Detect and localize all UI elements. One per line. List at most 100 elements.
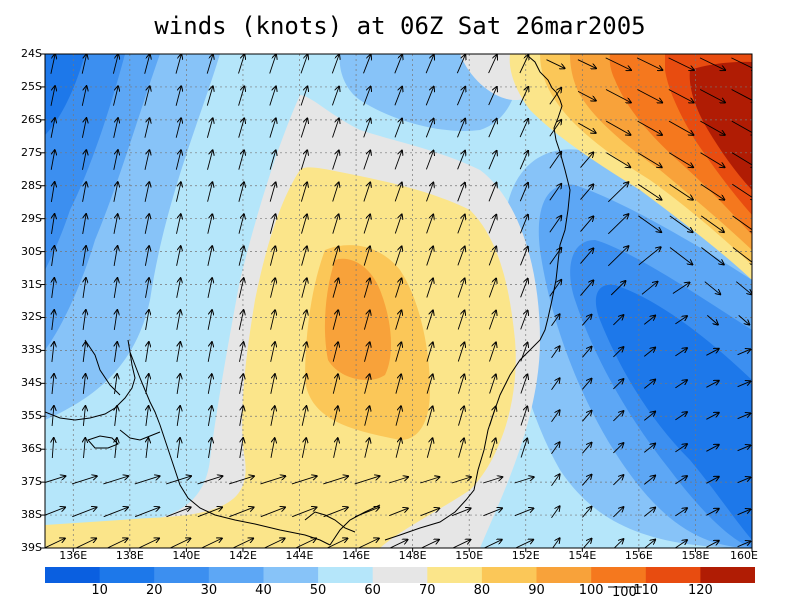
wind-vector bbox=[582, 379, 591, 390]
legend-level-label: 30 bbox=[200, 583, 218, 598]
wind-vector bbox=[580, 152, 594, 168]
wind-vector bbox=[364, 342, 370, 362]
wind-vector bbox=[514, 477, 534, 484]
wind-vector bbox=[519, 119, 528, 138]
wind-vector bbox=[72, 507, 96, 518]
wind-vector bbox=[301, 374, 306, 394]
contour-band-10-west bbox=[45, 54, 85, 135]
wind-vector bbox=[668, 120, 693, 135]
wind-vector bbox=[737, 509, 751, 516]
wind-vector bbox=[238, 214, 244, 234]
wind-vector bbox=[706, 541, 718, 548]
contour-band-20-west bbox=[45, 54, 125, 270]
wind-vector bbox=[458, 406, 465, 426]
wind-vector bbox=[270, 310, 276, 330]
wind-vector-layer bbox=[45, 54, 752, 548]
wind-vector bbox=[45, 476, 66, 483]
legend-swatch bbox=[645, 567, 701, 583]
legend-level-label: 120 bbox=[687, 583, 713, 598]
wind-vector bbox=[644, 476, 655, 485]
wind-vector bbox=[458, 438, 464, 458]
wind-vector bbox=[637, 120, 662, 135]
longitude-label: 150E bbox=[455, 549, 484, 562]
longitude-label: 148E bbox=[398, 549, 427, 562]
wind-vector bbox=[731, 89, 752, 103]
wind-vector bbox=[488, 183, 497, 202]
wind-vector bbox=[483, 540, 502, 548]
wind-vector bbox=[175, 182, 181, 202]
wind-vector bbox=[207, 278, 212, 298]
wind-vector bbox=[146, 438, 148, 458]
wind-vector bbox=[452, 540, 470, 548]
wind-vector bbox=[706, 477, 718, 484]
wind-vector bbox=[731, 120, 752, 135]
wind-vector bbox=[488, 247, 496, 266]
wind-vector bbox=[520, 247, 528, 266]
wind-vector bbox=[144, 118, 150, 138]
wind-vector bbox=[394, 215, 401, 234]
latitude-label: 30S bbox=[21, 244, 42, 258]
wind-vector bbox=[514, 540, 533, 548]
wind-vector bbox=[206, 86, 213, 106]
wind-vector bbox=[270, 406, 275, 426]
wind-vector bbox=[675, 540, 687, 548]
wind-vector bbox=[144, 86, 150, 106]
wind-vector bbox=[426, 215, 434, 234]
wind-vector bbox=[292, 507, 316, 518]
wind-vector bbox=[197, 507, 222, 518]
wind-vector bbox=[737, 445, 751, 452]
legend-swatch bbox=[427, 567, 483, 583]
wind-vector bbox=[457, 183, 465, 202]
wind-vector bbox=[207, 214, 213, 234]
wind-vector bbox=[426, 311, 433, 330]
wind-vector bbox=[610, 281, 625, 296]
latitude-label: 34S bbox=[21, 376, 42, 390]
wind-vector bbox=[301, 214, 308, 234]
wind-vector bbox=[166, 507, 191, 518]
wind-vector bbox=[549, 88, 562, 105]
wind-vector bbox=[672, 283, 690, 294]
lat-lon-grid bbox=[45, 54, 752, 548]
wind-vector bbox=[395, 438, 401, 458]
wind-vector bbox=[207, 310, 212, 330]
reference-vector-label: 100 bbox=[612, 585, 637, 600]
wind-vector bbox=[115, 374, 118, 394]
wind-vector bbox=[457, 151, 465, 170]
wind-vector bbox=[363, 215, 370, 234]
wind-vector bbox=[641, 282, 658, 295]
wind-vector bbox=[52, 438, 53, 459]
wind-vector bbox=[613, 315, 623, 326]
wind-vector bbox=[269, 87, 276, 106]
wind-vector bbox=[52, 406, 54, 427]
wind-vector bbox=[425, 151, 433, 170]
wind-vector bbox=[175, 54, 181, 74]
latitude-label: 38S bbox=[21, 508, 42, 522]
wind-vector bbox=[238, 55, 245, 74]
coastline-port-phillip bbox=[304, 511, 356, 533]
legend-level-label: 80 bbox=[473, 583, 491, 598]
wind-vector bbox=[738, 315, 750, 324]
wind-vector bbox=[71, 476, 97, 485]
wind-vector bbox=[607, 246, 628, 267]
wind-vector bbox=[114, 342, 117, 362]
wind-vector bbox=[426, 183, 434, 202]
wind-vector bbox=[488, 279, 496, 298]
wind-vector bbox=[176, 246, 181, 266]
wind-vector bbox=[113, 86, 119, 106]
legend-swatch bbox=[700, 567, 755, 583]
wind-vector bbox=[457, 119, 466, 138]
wind-vector bbox=[52, 310, 54, 330]
wind-vector bbox=[737, 349, 751, 356]
wind-vector bbox=[551, 506, 560, 518]
wind-vector bbox=[115, 438, 117, 458]
wind-vector bbox=[675, 316, 687, 325]
wind-vector bbox=[706, 445, 718, 452]
wind-vector bbox=[270, 278, 276, 298]
wind-vector bbox=[395, 342, 402, 362]
wind-vector bbox=[637, 152, 662, 168]
wind-vector bbox=[364, 374, 370, 394]
wind-vector bbox=[332, 342, 338, 362]
wind-vector bbox=[707, 315, 718, 324]
wind-vector bbox=[520, 311, 528, 330]
